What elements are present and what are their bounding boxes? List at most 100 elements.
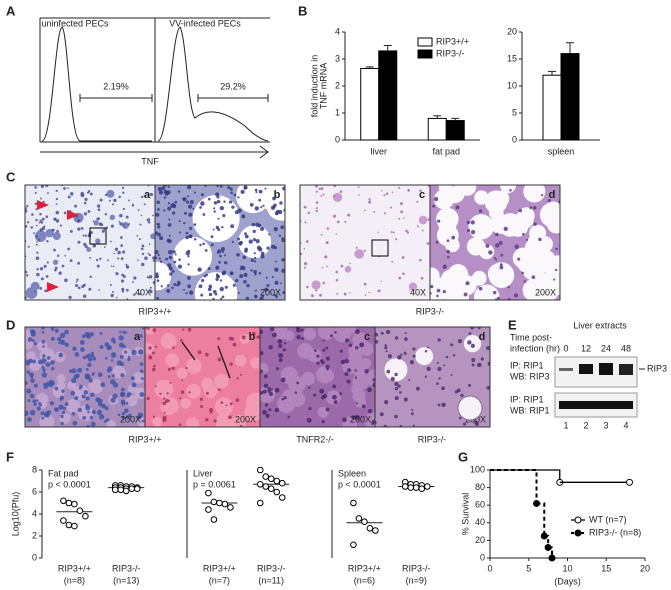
nucleus [355, 329, 360, 335]
nucleus [47, 192, 49, 195]
n-label: (n=11) [258, 575, 284, 585]
nucleus [125, 215, 129, 219]
nucleus [547, 199, 551, 203]
cell [95, 238, 101, 244]
nucleus [91, 373, 95, 376]
nucleus [377, 231, 380, 234]
nucleus [131, 349, 137, 356]
nucleus [205, 391, 209, 395]
nucleus [347, 213, 351, 217]
nucleus [280, 282, 282, 285]
nucleus [340, 359, 346, 365]
nucleus [437, 338, 441, 342]
nucleus [64, 402, 69, 407]
nucleus [394, 414, 398, 419]
nucleus [240, 189, 245, 194]
nucleus [187, 263, 190, 266]
cell [126, 395, 138, 407]
lane-label: 0 [563, 343, 568, 353]
nucleus [30, 375, 34, 379]
magnification: 200X [350, 414, 371, 424]
cell [86, 247, 92, 252]
nucleus [172, 346, 175, 349]
nucleus [41, 330, 45, 334]
nucleus [383, 212, 386, 215]
dot [418, 485, 426, 493]
nucleus [117, 257, 120, 260]
dot [117, 486, 125, 494]
nucleus [159, 392, 162, 395]
nucleus [430, 284, 434, 289]
cell [474, 190, 489, 205]
nucleus [42, 368, 46, 372]
nucleus [43, 225, 46, 228]
nucleus [246, 283, 250, 288]
y-tick-label: 20 [475, 535, 485, 545]
nucleus [159, 260, 163, 264]
nucleus [149, 286, 152, 289]
y-tick-label: 3 [335, 53, 340, 63]
band [559, 401, 633, 409]
nucleus [521, 271, 524, 275]
dot [210, 516, 218, 523]
cell [474, 284, 500, 300]
nucleus [167, 367, 171, 371]
nucleus [182, 197, 187, 202]
nucleus [115, 272, 119, 276]
nucleus [319, 293, 322, 297]
nucleus [390, 231, 393, 234]
nucleus [178, 258, 181, 261]
nucleus [303, 266, 306, 269]
nucleus [122, 330, 126, 334]
nucleus [111, 374, 115, 378]
nucleus [389, 206, 393, 209]
cell [493, 190, 510, 207]
y-tick-label: 10 [507, 80, 517, 90]
nucleus [295, 327, 301, 330]
nucleus [172, 250, 176, 254]
nucleus [110, 224, 114, 228]
nucleus [192, 207, 195, 210]
nucleus [237, 196, 240, 199]
nucleus [409, 360, 415, 365]
nucleus [213, 419, 217, 423]
nucleus [55, 197, 59, 201]
nucleus [188, 391, 191, 394]
nucleus [207, 287, 212, 292]
nucleus [171, 366, 175, 371]
nucleus [68, 295, 72, 300]
nucleus [143, 203, 146, 206]
nucleus [200, 201, 205, 206]
nucleus [314, 349, 317, 352]
dot [221, 500, 229, 508]
nucleus [49, 401, 55, 406]
nucleus [140, 195, 144, 199]
nucleus [119, 213, 123, 218]
nucleus [306, 285, 309, 289]
micrograph [430, 185, 560, 300]
nucleus [133, 293, 136, 296]
nucleus [39, 267, 44, 271]
nucleus [303, 205, 307, 209]
nucleus [265, 276, 268, 279]
nucleus [99, 345, 104, 349]
bar [445, 120, 465, 141]
band [559, 368, 573, 371]
nucleus [262, 204, 265, 208]
cell [489, 205, 504, 221]
cell [282, 389, 295, 402]
nucleus [137, 208, 140, 211]
cell [250, 357, 260, 369]
nucleus [158, 190, 164, 195]
nucleus [99, 257, 102, 261]
survival-step [548, 546, 553, 558]
nucleus [33, 383, 38, 388]
lane-number: 3 [603, 420, 608, 430]
nucleus [224, 285, 228, 289]
nucleus [138, 238, 141, 241]
nucleus [377, 289, 381, 293]
nucleus [255, 239, 260, 244]
nucleus [442, 264, 447, 269]
dot [401, 483, 409, 490]
nucleus [121, 416, 126, 420]
